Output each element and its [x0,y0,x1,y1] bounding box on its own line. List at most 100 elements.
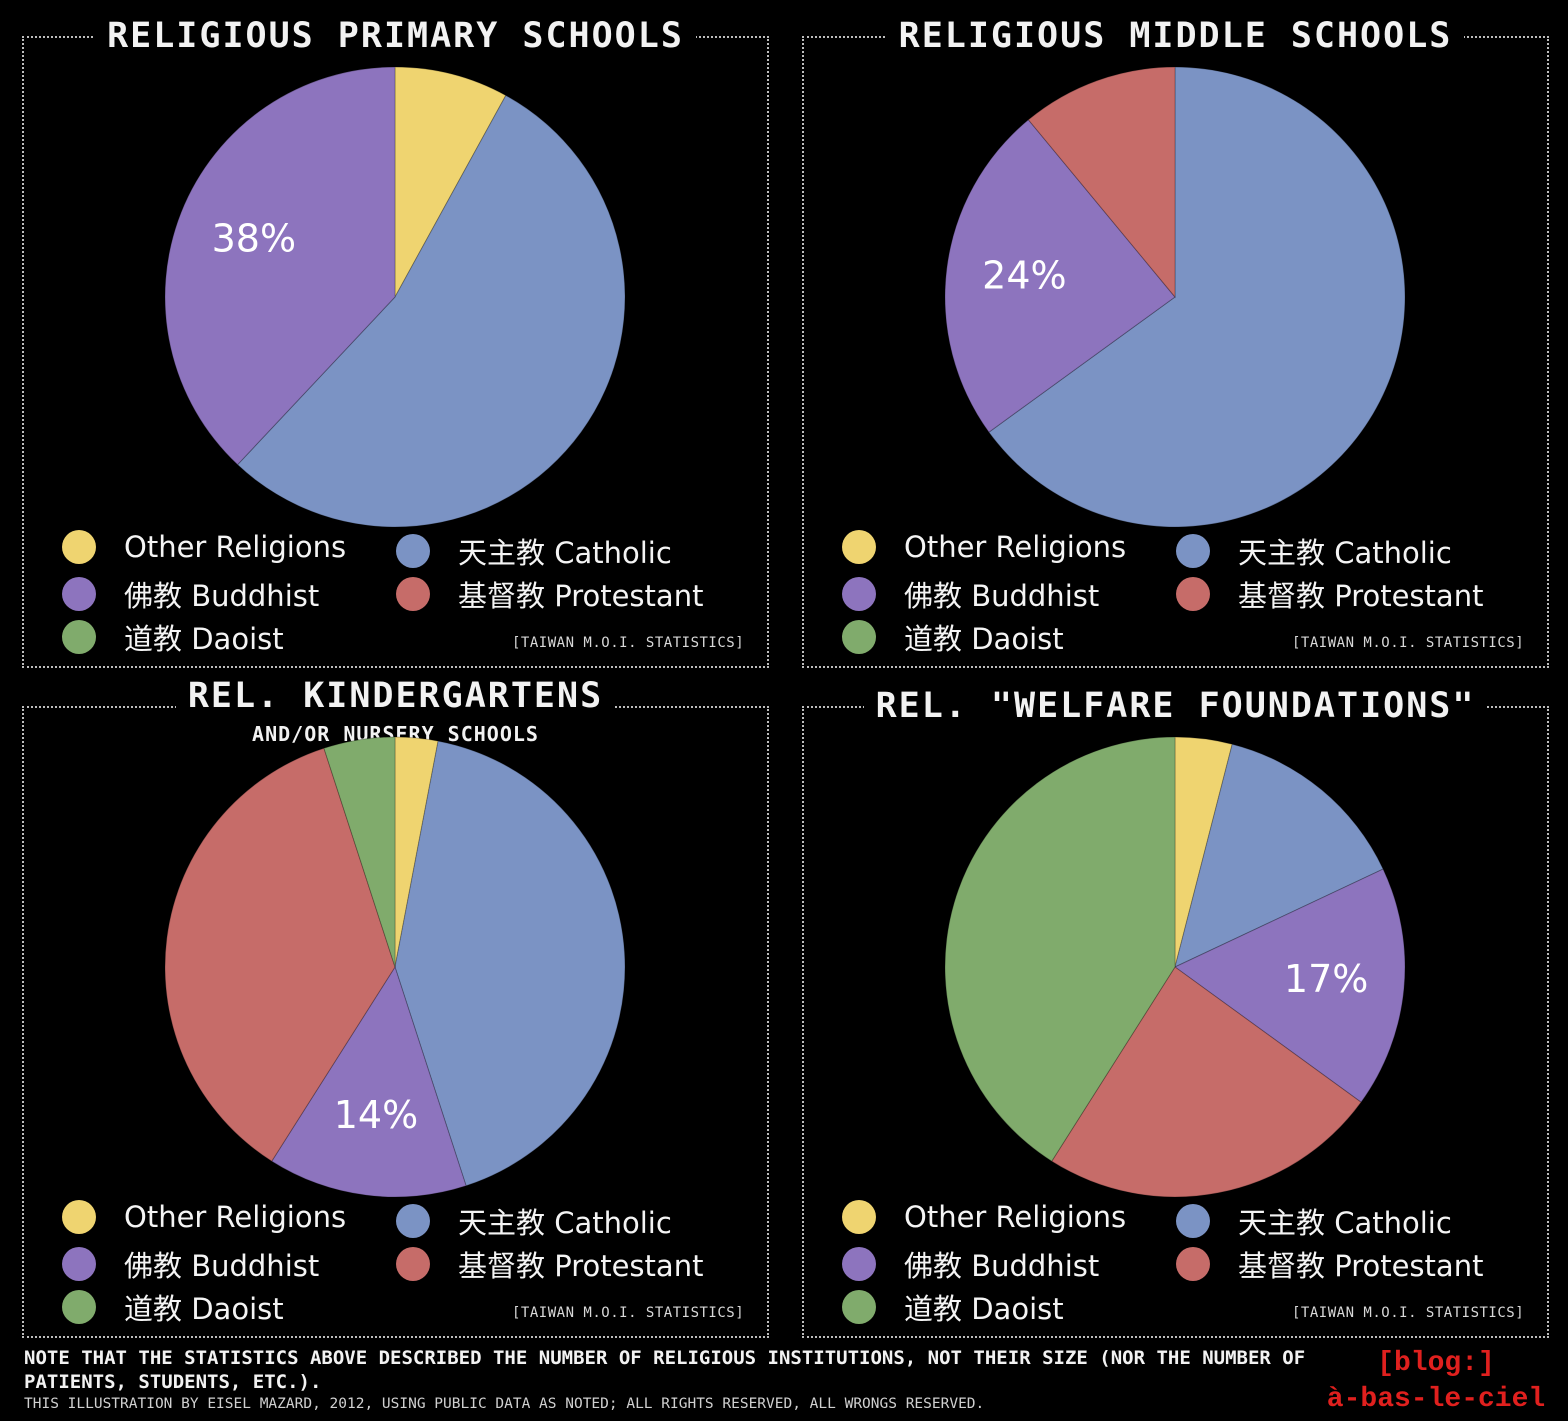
legend-item-protestant: 基督教 Protestant [396,1243,703,1285]
legend-swatch-daoist [62,1290,96,1324]
pie-slice-catholic [394,740,626,1187]
legend-swatch-daoist [842,620,876,654]
legend-swatch-buddhist [842,577,876,611]
pie-slice-protestant [164,747,396,1162]
legend-item-daoist: 道教 Daoist [62,616,284,658]
chart-panel-welfare-foundations: Rel. "Welfare Foundations" [802,686,1549,1338]
legend-swatch-other [62,530,96,564]
chart-panel-primary-schools: Religious Primary Schools [22,16,769,668]
legend-label: 佛教 Buddhist [124,1249,320,1283]
chart-title: Rel. Kindergartens [24,674,767,718]
legend-swatch-catholic [396,1204,430,1238]
data-label-buddhist: 14% [334,1093,418,1137]
chart-panel-middle-schools: Religious Middle Schools [802,16,1549,668]
data-label-buddhist: 24% [982,253,1066,297]
legend-item-daoist: 道教 Daoist [842,616,1064,658]
legend-item-catholic: 天主教 Catholic [396,1200,672,1242]
pie-slice-buddhist [164,66,396,466]
legend-label: Other Religions [904,1200,1127,1234]
footer-credit: This illustration by Eisel Mazard, 2012,… [24,1396,985,1412]
legend-swatch-catholic [1176,534,1210,568]
legend-label: 佛教 Buddhist [124,579,320,613]
legend-label: 佛教 Buddhist [904,1249,1100,1283]
legend-item-buddhist: 佛教 Buddhist [842,573,1099,615]
pie-slice-buddhist [944,119,1176,433]
blog-brand-line2: à-bas-le-ciel [1326,1384,1546,1415]
legend-label: 天主教 Catholic [1238,536,1452,570]
pie-slice-daoist [323,736,396,968]
legend-item-catholic: 天主教 Catholic [1176,1200,1452,1242]
legend-item-daoist: 道教 Daoist [62,1286,284,1328]
pie-slice-other [394,736,439,968]
legend-swatch-protestant [1176,1247,1210,1281]
legend-item-protestant: 基督教 Protestant [396,573,703,615]
pie-slice-catholic [1174,743,1384,968]
legend-label: 基督教 Protestant [1238,579,1484,613]
legend-swatch-protestant [1176,577,1210,611]
data-label-buddhist: 38% [212,217,296,261]
legend-item-buddhist: 佛教 Buddhist [62,573,319,615]
legend-swatch-catholic [396,534,430,568]
legend-item-other: Other Religions [62,530,346,564]
pie-slice-catholic [236,94,626,528]
pie-slice-protestant [1027,66,1176,299]
legend-swatch-other [842,1200,876,1234]
legend-label: Other Religions [904,530,1127,564]
legend-label: 天主教 Catholic [458,536,672,570]
legend-item-catholic: 天主教 Catholic [396,530,672,572]
legend-label: 道教 Daoist [124,1292,284,1326]
legend-label: 基督教 Protestant [458,579,704,613]
chart-title: Rel. "Welfare Foundations" [804,684,1547,728]
legend-swatch-buddhist [842,1247,876,1281]
legend-label: 道教 Daoist [904,622,1064,656]
legend-item-other: Other Religions [62,1200,346,1234]
legend-swatch-daoist [62,620,96,654]
pie-slice-buddhist [271,965,467,1198]
pie-slice-buddhist [1174,868,1406,1103]
pie-slice-other [1174,736,1233,968]
footer-note: Note that the statistics above described… [24,1347,1306,1393]
blog-brand: [blog:] à-bas-le-ciel [1320,1346,1552,1418]
legend-primary-schools: Other Religions 天主教 Catholic 佛教 Buddhist… [62,530,782,660]
legend-swatch-protestant [396,1247,430,1281]
legend-label: 天主教 Catholic [458,1206,672,1240]
pie-slice-catholic [988,66,1406,528]
legend-item-protestant: 基督教 Protestant [1176,1243,1483,1285]
legend-label: 道教 Daoist [124,622,284,656]
legend-item-protestant: 基督教 Protestant [1176,573,1483,615]
legend-label: 基督教 Protestant [1238,1249,1484,1283]
legend-swatch-buddhist [62,1247,96,1281]
legend-item-other: Other Religions [842,1200,1126,1234]
legend-item-buddhist: 佛教 Buddhist [62,1243,319,1285]
legend-label: 天主教 Catholic [1238,1206,1452,1240]
legend-item-catholic: 天主教 Catholic [1176,530,1452,572]
legend-label: 道教 Daoist [904,1292,1064,1326]
legend-middle-schools: Other Religions 天主教 Catholic 佛教 Buddhist… [842,530,1562,660]
legend-welfare-foundations: Other Religions 天主教 Catholic 佛教 Buddhist… [842,1200,1562,1330]
pie-slice-protestant [1051,966,1362,1198]
source-kindergartens: [Taiwan M.O.I. Statistics] [512,1305,745,1321]
legend-swatch-catholic [1176,1204,1210,1238]
legend-item-buddhist: 佛教 Buddhist [842,1243,1099,1285]
pie-slice-other [394,66,507,298]
pie-slice-daoist [944,736,1176,1162]
legend-item-other: Other Religions [842,530,1126,564]
legend-swatch-other [842,530,876,564]
legend-kindergartens: Other Religions 天主教 Catholic 佛教 Buddhist… [62,1200,782,1330]
legend-label: 佛教 Buddhist [904,579,1100,613]
chart-panel-kindergartens: Rel. Kindergartens and/or nursery school… [22,676,769,1338]
legend-item-daoist: 道教 Daoist [842,1286,1064,1328]
source-middle-schools: [Taiwan M.O.I. Statistics] [1292,635,1525,651]
blog-brand-line1: [blog:] [1377,1348,1495,1379]
chart-title: Religious Primary Schools [24,14,767,58]
legend-swatch-other [62,1200,96,1234]
legend-swatch-protestant [396,577,430,611]
legend-swatch-buddhist [62,577,96,611]
legend-label: Other Religions [124,530,347,564]
legend-label: 基督教 Protestant [458,1249,704,1283]
source-welfare-foundations: [Taiwan M.O.I. Statistics] [1292,1305,1525,1321]
